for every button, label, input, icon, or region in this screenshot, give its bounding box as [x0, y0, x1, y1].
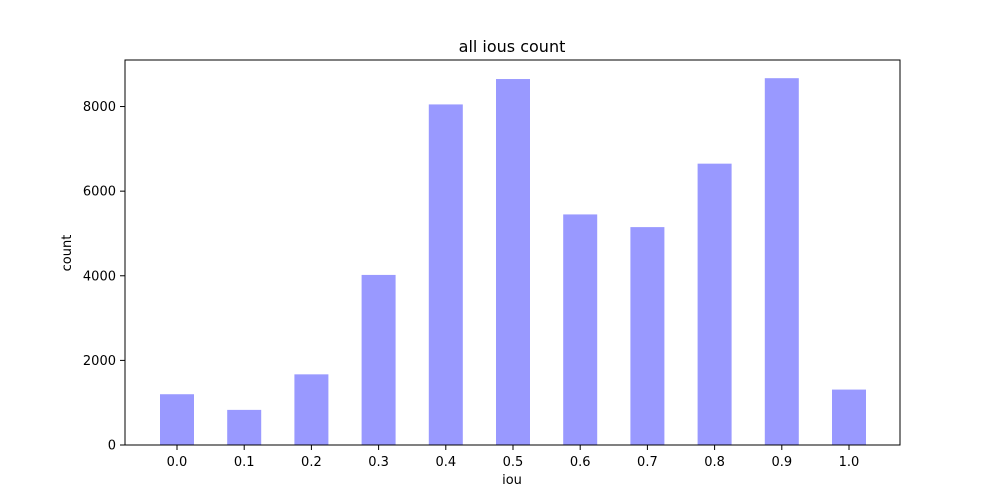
x-tick-label: 0.0	[167, 455, 188, 470]
x-tick-label: 0.4	[435, 455, 456, 470]
y-tick-label: 2000	[83, 354, 116, 369]
bar-0.8	[697, 163, 732, 445]
x-axis: 0.0 0.1 0.2 0.3 0.4 0.5 0.6 0.7 0.8 0.9 1.0	[167, 445, 860, 470]
bar-0.4	[428, 104, 463, 445]
bar-0.7	[630, 227, 665, 445]
bar-0.1	[227, 409, 262, 445]
x-tick-label: 0.5	[503, 455, 524, 470]
bar-1.0	[832, 389, 866, 445]
bars-group	[160, 78, 866, 446]
x-tick-label: 0.3	[368, 455, 389, 470]
y-axis: 0 2000 4000 6000 8000	[83, 100, 125, 454]
x-tick-label: 0.9	[771, 455, 792, 470]
bar-0.9	[764, 78, 799, 445]
y-tick-label: 8000	[83, 100, 116, 115]
x-axis-title: iou	[502, 473, 522, 488]
bar-0.3	[361, 274, 396, 445]
bar-0.5	[496, 79, 530, 446]
x-tick-label: 1.0	[839, 455, 860, 470]
y-tick-label: 0	[108, 439, 116, 454]
y-axis-title: count	[60, 235, 75, 272]
bar-0.0	[160, 394, 194, 445]
x-tick-label: 0.7	[637, 455, 658, 470]
x-tick-label: 0.2	[301, 455, 322, 470]
y-tick-label: 6000	[83, 185, 116, 200]
x-tick-label: 0.6	[570, 455, 591, 470]
x-tick-label: 0.1	[234, 455, 255, 470]
x-tick-label: 0.8	[704, 455, 725, 470]
bar-0.2	[294, 374, 329, 445]
y-tick-label: 4000	[83, 269, 116, 284]
bar-0.6	[563, 214, 598, 445]
chart-title: all ious count	[459, 37, 566, 56]
